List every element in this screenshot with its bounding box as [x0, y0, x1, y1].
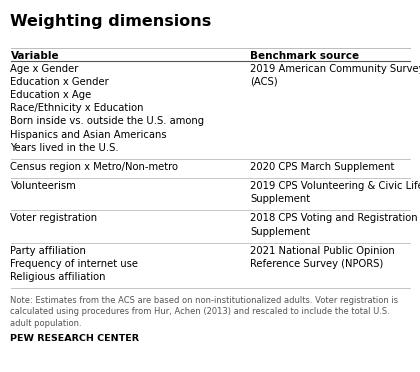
- Text: Variable: Variable: [10, 51, 59, 61]
- Text: Volunteerism: Volunteerism: [10, 181, 76, 191]
- Text: 2019 CPS Volunteering & Civic Life: 2019 CPS Volunteering & Civic Life: [250, 181, 420, 191]
- Text: Race/Ethnicity x Education: Race/Ethnicity x Education: [10, 103, 144, 113]
- Text: Note: Estimates from the ACS are based on non-institutionalized adults. Voter re: Note: Estimates from the ACS are based o…: [10, 296, 399, 305]
- Text: Census region x Metro/Non-metro: Census region x Metro/Non-metro: [10, 162, 178, 172]
- Text: 2019 American Community Survey: 2019 American Community Survey: [250, 64, 420, 74]
- Text: Benchmark source: Benchmark source: [250, 51, 359, 61]
- Text: calculated using procedures from Hur, Achen (2013) and rescaled to include the t: calculated using procedures from Hur, Ac…: [10, 308, 390, 317]
- Text: Frequency of internet use: Frequency of internet use: [10, 259, 139, 269]
- Text: Born inside vs. outside the U.S. among: Born inside vs. outside the U.S. among: [10, 116, 205, 126]
- Text: 2018 CPS Voting and Registration: 2018 CPS Voting and Registration: [250, 214, 417, 224]
- Text: Education x Age: Education x Age: [10, 90, 92, 100]
- Text: Years lived in the U.S.: Years lived in the U.S.: [10, 143, 119, 153]
- Text: 2020 CPS March Supplement: 2020 CPS March Supplement: [250, 162, 394, 172]
- Text: Age x Gender: Age x Gender: [10, 64, 79, 74]
- Text: Voter registration: Voter registration: [10, 214, 97, 224]
- Text: Education x Gender: Education x Gender: [10, 77, 109, 87]
- Text: Weighting dimensions: Weighting dimensions: [10, 14, 212, 29]
- Text: adult population.: adult population.: [10, 319, 82, 328]
- Text: Supplement: Supplement: [250, 227, 310, 237]
- Text: Religious affiliation: Religious affiliation: [10, 272, 106, 282]
- Text: 2021 National Public Opinion: 2021 National Public Opinion: [250, 246, 395, 256]
- Text: Reference Survey (NPORS): Reference Survey (NPORS): [250, 259, 383, 269]
- Text: Hispanics and Asian Americans: Hispanics and Asian Americans: [10, 129, 167, 140]
- Text: (ACS): (ACS): [250, 77, 278, 87]
- Text: PEW RESEARCH CENTER: PEW RESEARCH CENTER: [10, 334, 139, 343]
- Text: Party affiliation: Party affiliation: [10, 246, 87, 256]
- Text: Supplement: Supplement: [250, 194, 310, 204]
